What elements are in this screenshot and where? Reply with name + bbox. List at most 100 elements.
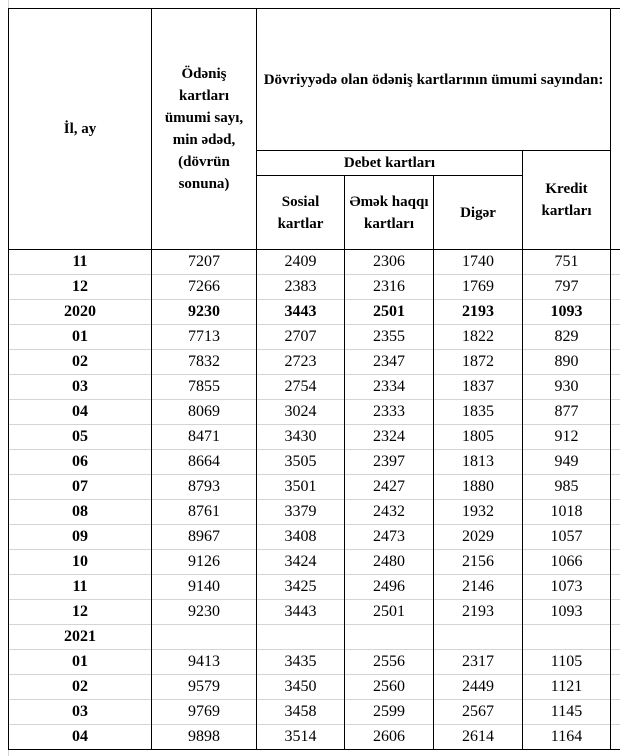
period-cell: 11 <box>8 249 152 275</box>
value-cell <box>610 649 620 675</box>
value-cell: 1018 <box>521 499 612 525</box>
value-cell: 2029 <box>433 524 523 550</box>
header-year: İl, ay <box>8 8 152 250</box>
value-cell: 2355 <box>344 324 434 350</box>
value-cell: 2560 <box>344 674 434 700</box>
period-cell: 01 <box>8 649 152 675</box>
value-cell <box>151 624 257 650</box>
value-cell: 1057 <box>521 524 612 550</box>
value-cell: 1093 <box>521 299 612 325</box>
value-cell: 2501 <box>344 599 434 625</box>
header-credit: Kredit kartları <box>521 150 612 250</box>
value-cell: 2333 <box>344 399 434 425</box>
value-cell <box>610 374 620 400</box>
value-cell <box>610 324 620 350</box>
value-cell: 2449 <box>433 674 523 700</box>
table-row: 03 7855 2754 2334 1837 930 <box>8 374 620 400</box>
value-cell: 877 <box>521 399 612 425</box>
value-cell: 1105 <box>521 649 612 675</box>
value-cell: 912 <box>521 424 612 450</box>
value-cell: 1880 <box>433 474 523 500</box>
value-cell: 9126 <box>151 549 257 575</box>
value-cell <box>610 674 620 700</box>
value-cell: 2193 <box>433 599 523 625</box>
value-cell: 3450 <box>256 674 345 700</box>
period-cell: 2020 <box>8 299 152 325</box>
value-cell: 3430 <box>256 424 345 450</box>
value-cell: 2606 <box>344 724 434 750</box>
value-cell: 1093 <box>521 599 612 625</box>
value-cell: 9769 <box>151 699 257 725</box>
value-cell: 3425 <box>256 574 345 600</box>
period-cell: 02 <box>8 349 152 375</box>
value-cell: 2723 <box>256 349 345 375</box>
table-row: 11 7207 2409 2306 1740 751 <box>8 249 620 275</box>
value-cell <box>610 349 620 375</box>
value-cell <box>610 499 620 525</box>
value-cell: 3501 <box>256 474 345 500</box>
table-row: 09 8967 3408 2473 2029 1057 <box>8 524 620 550</box>
table-row: 05 8471 3430 2324 1805 912 <box>8 424 620 450</box>
value-cell <box>610 399 620 425</box>
value-cell: 8761 <box>151 499 257 525</box>
value-cell <box>521 624 612 650</box>
header-total: Ödəniş kartları ümumi sayı, min ədəd, (d… <box>151 8 257 250</box>
header-debit: Debet kartları <box>256 150 523 176</box>
value-cell: 1805 <box>433 424 523 450</box>
value-cell: 2317 <box>433 649 523 675</box>
table-row: 11 9140 3425 2496 2146 1073 <box>8 574 620 600</box>
value-cell: 949 <box>521 449 612 475</box>
value-cell: 1164 <box>521 724 612 750</box>
value-cell: 985 <box>521 474 612 500</box>
period-cell: 2021 <box>8 624 152 650</box>
value-cell: 2409 <box>256 249 345 275</box>
value-cell: 8069 <box>151 399 257 425</box>
table-row: 12 9230 3443 2501 2193 1093 <box>8 599 620 625</box>
period-cell: 04 <box>8 399 152 425</box>
value-cell: 890 <box>521 349 612 375</box>
value-cell: 8471 <box>151 424 257 450</box>
value-cell: 1813 <box>433 449 523 475</box>
value-cell <box>610 424 620 450</box>
table-row: 03 9769 3458 2599 2567 1145 <box>8 699 620 725</box>
value-cell: 2614 <box>433 724 523 750</box>
value-cell: 3435 <box>256 649 345 675</box>
value-cell <box>610 599 620 625</box>
value-cell: 1121 <box>521 674 612 700</box>
value-cell: 1837 <box>433 374 523 400</box>
table-row: 08 8761 3379 2432 1932 1018 <box>8 499 620 525</box>
period-cell: 08 <box>8 499 152 525</box>
table-row: 04 8069 3024 2333 1835 877 <box>8 399 620 425</box>
value-cell: 2193 <box>433 299 523 325</box>
card-table: İl, ay Ödəniş kartları ümumi sayı, min ə… <box>8 8 620 750</box>
value-cell: 3505 <box>256 449 345 475</box>
value-cell <box>610 524 620 550</box>
value-cell: 7207 <box>151 249 257 275</box>
value-cell <box>256 624 345 650</box>
value-cell <box>610 299 620 325</box>
value-cell: 2316 <box>344 274 434 300</box>
value-cell: 2707 <box>256 324 345 350</box>
header-next <box>610 8 620 250</box>
value-cell: 9140 <box>151 574 257 600</box>
value-cell: 2567 <box>433 699 523 725</box>
value-cell: 9579 <box>151 674 257 700</box>
value-cell: 3514 <box>256 724 345 750</box>
value-cell: 1145 <box>521 699 612 725</box>
value-cell <box>610 449 620 475</box>
value-cell: 1066 <box>521 549 612 575</box>
table-row: 01 9413 3435 2556 2317 1105 <box>8 649 620 675</box>
value-cell: 2146 <box>433 574 523 600</box>
period-cell: 03 <box>8 374 152 400</box>
table-row: 01 7713 2707 2355 1822 829 <box>8 324 620 350</box>
value-cell: 3443 <box>256 299 345 325</box>
table-row: 2020 9230 3443 2501 2193 1093 <box>8 299 620 325</box>
value-cell: 3424 <box>256 549 345 575</box>
value-cell: 2599 <box>344 699 434 725</box>
value-cell: 2480 <box>344 549 434 575</box>
value-cell: 2156 <box>433 549 523 575</box>
value-cell: 8967 <box>151 524 257 550</box>
value-cell <box>610 274 620 300</box>
value-cell: 3024 <box>256 399 345 425</box>
value-cell: 9413 <box>151 649 257 675</box>
